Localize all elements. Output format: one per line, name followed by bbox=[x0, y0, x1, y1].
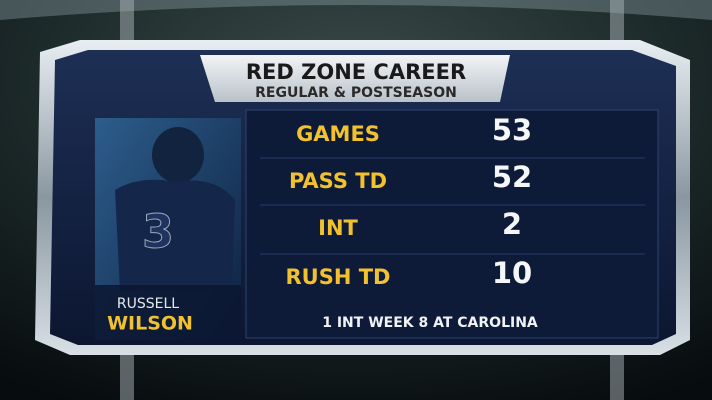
stat-value: 53 bbox=[492, 113, 532, 147]
stat-label: PASS TD bbox=[289, 169, 387, 193]
stat-label: GAMES bbox=[296, 122, 380, 146]
title: RED ZONE CAREER bbox=[246, 60, 466, 84]
stat-value: 10 bbox=[492, 256, 532, 290]
player-last-name: WILSON bbox=[107, 313, 193, 335]
player-silhouette: 3 bbox=[115, 127, 235, 290]
roof-lights bbox=[0, 0, 712, 20]
stats-rows: GAMES 53 PASS TD 52 INT 2 RUSH TD 10 bbox=[260, 113, 645, 290]
footnote: 1 INT WEEK 8 AT CAROLINA bbox=[322, 315, 538, 331]
svg-text:3: 3 bbox=[142, 205, 174, 259]
player-first-name: RUSSELL bbox=[117, 296, 179, 312]
stats-panel bbox=[245, 109, 659, 339]
stat-label: RUSH TD bbox=[286, 265, 391, 289]
subtitle: REGULAR & POSTSEASON bbox=[255, 85, 457, 101]
title-bar bbox=[200, 55, 510, 102]
stat-label: INT bbox=[318, 216, 358, 240]
stat-value: 2 bbox=[502, 207, 522, 241]
stat-value: 52 bbox=[492, 160, 532, 194]
name-plate bbox=[95, 285, 241, 340]
